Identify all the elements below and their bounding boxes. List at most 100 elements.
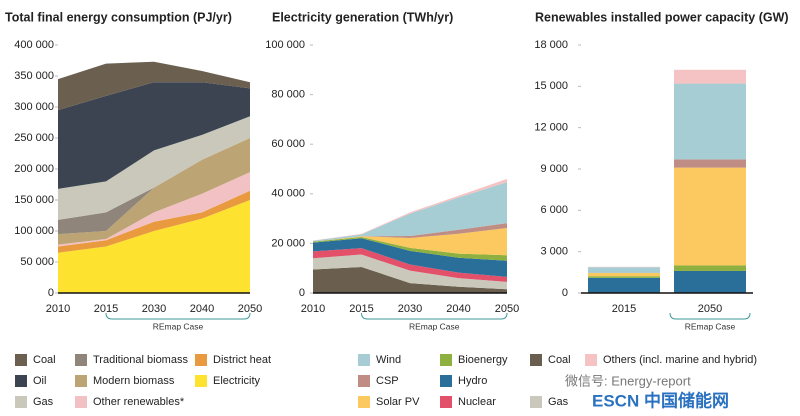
y-tick-label: 200 000 [14, 163, 54, 175]
legend-swatch [585, 354, 597, 366]
area [313, 236, 507, 261]
y-tick-label: 0 [562, 287, 568, 299]
y-tick-label: 300 000 [14, 101, 54, 113]
y-tick-label: 80 000 [271, 89, 305, 101]
legend-label: Oil [33, 375, 46, 387]
chart-title: Electricity generation (TWh/yr) [272, 10, 453, 24]
legend-label: District heat [213, 354, 271, 366]
area [58, 82, 250, 189]
area [58, 61, 250, 111]
x-tick-label: 2015 [349, 303, 373, 315]
y-tick-label: 400 000 [14, 39, 54, 51]
legend-label: Coal [548, 354, 571, 366]
legend-swatch [530, 354, 542, 366]
y-tick-label: 12 000 [534, 122, 568, 134]
bar-segment [674, 69, 746, 84]
legend-label: Gas [33, 396, 54, 408]
y-tick-label: 9 000 [540, 163, 568, 175]
legend-label: Nuclear [458, 396, 496, 408]
bar-segment [674, 83, 746, 160]
bar-segment [674, 265, 746, 271]
x-tick-label: 2010 [301, 303, 325, 315]
x-tick-label: 2050 [495, 303, 519, 315]
legend-swatch [358, 396, 370, 408]
x-tick-label: 2050 [238, 303, 262, 315]
y-tick-label: 60 000 [271, 138, 305, 150]
legend-label: Coal [33, 354, 56, 366]
annotation-bracket [669, 312, 751, 320]
y-tick-label: 350 000 [14, 70, 54, 82]
legend-swatch [15, 354, 27, 366]
chart-title: Total final energy consumption (PJ/yr) [5, 10, 232, 24]
bar-segment [588, 267, 660, 273]
watermark: ESCN 中国储能网 [592, 390, 729, 410]
y-tick-label: 40 000 [271, 188, 305, 200]
area [313, 248, 507, 282]
y-tick-label: 3 000 [540, 246, 568, 258]
area [313, 228, 507, 256]
legend-label: Other renewables* [93, 396, 185, 408]
x-tick-label: 2010 [46, 303, 70, 315]
legend-swatch [358, 354, 370, 366]
bar-segment [588, 273, 660, 277]
watermark: 微信号: Energy-report [565, 373, 691, 388]
annotation: REmap Case [153, 321, 204, 331]
x-tick-label: 2040 [446, 303, 470, 315]
x-tick-label: 2015 [94, 303, 118, 315]
area [313, 266, 507, 293]
legend-swatch [440, 354, 452, 366]
y-tick-label: 15 000 [534, 80, 568, 92]
legend-label: Bioenergy [458, 354, 508, 366]
annotation-bracket [361, 312, 508, 320]
legend-label: Electricity [213, 375, 261, 387]
x-tick-label: 2030 [142, 303, 166, 315]
area [313, 254, 507, 290]
area [313, 182, 507, 242]
area [58, 116, 250, 220]
y-tick-label: 100 000 [14, 225, 54, 237]
area [313, 238, 507, 277]
y-tick-label: 0 [48, 287, 54, 299]
legend-swatch [530, 396, 542, 408]
area [58, 138, 250, 245]
legend-label: CSP [376, 375, 399, 387]
legend-swatch [75, 375, 87, 387]
legend-swatch [440, 375, 452, 387]
legend-swatch [15, 396, 27, 408]
legend-swatch [195, 354, 207, 366]
x-tick-label: 2030 [398, 303, 422, 315]
legend-swatch [440, 396, 452, 408]
x-tick-label: 2040 [190, 303, 214, 315]
y-tick-label: 100 000 [265, 39, 305, 51]
bar-segment [674, 167, 746, 266]
bar-segment [588, 277, 660, 293]
chart-title: Renewables installed power capacity (GW) [535, 10, 789, 24]
legend-swatch [358, 375, 370, 387]
y-tick-label: 50 000 [20, 256, 54, 268]
legend-label: Solar PV [376, 396, 420, 408]
y-tick-label: 250 000 [14, 132, 54, 144]
bar-segment [588, 276, 660, 278]
x-tick-label: 2050 [698, 303, 722, 315]
legend-swatch [75, 396, 87, 408]
annotation: REmap Case [409, 321, 460, 331]
y-tick-label: 20 000 [271, 237, 305, 249]
legend-label: Hydro [458, 375, 487, 387]
y-tick-label: 6 000 [540, 204, 568, 216]
legend-label: Modern biomass [93, 375, 175, 387]
legend-label: Gas [548, 396, 569, 408]
area [313, 223, 507, 242]
y-tick-label: 18 000 [534, 39, 568, 51]
x-tick-label: 2015 [612, 303, 636, 315]
legend-swatch [15, 375, 27, 387]
area [58, 138, 250, 235]
legend-swatch [195, 375, 207, 387]
y-tick-label: 150 000 [14, 194, 54, 206]
legend-label: Traditional biomass [93, 354, 188, 366]
bar-segment [674, 159, 746, 168]
legend-swatch [75, 354, 87, 366]
bar-segment [674, 270, 746, 293]
legend-label: Others (incl. marine and hybrid) [603, 354, 757, 366]
